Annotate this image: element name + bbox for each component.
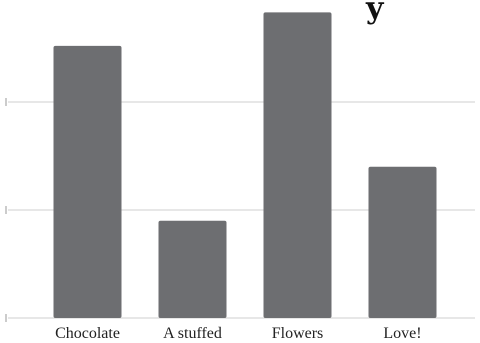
x-tick-label: A stuffed	[163, 325, 222, 342]
bar-chocolate	[53, 45, 122, 319]
x-tick-label: Love!	[383, 325, 421, 342]
chart-title-fragment: y	[365, 0, 385, 26]
bar-love	[368, 166, 437, 318]
x-tick-label: Flowers	[272, 325, 324, 342]
x-tick-labels: Chocolate A stuffed Flowers Love!	[55, 325, 422, 342]
bar-flowers	[263, 12, 332, 319]
bars	[53, 12, 437, 319]
bar-a-stuffed	[158, 220, 227, 318]
x-tick-label: Chocolate	[55, 325, 120, 342]
